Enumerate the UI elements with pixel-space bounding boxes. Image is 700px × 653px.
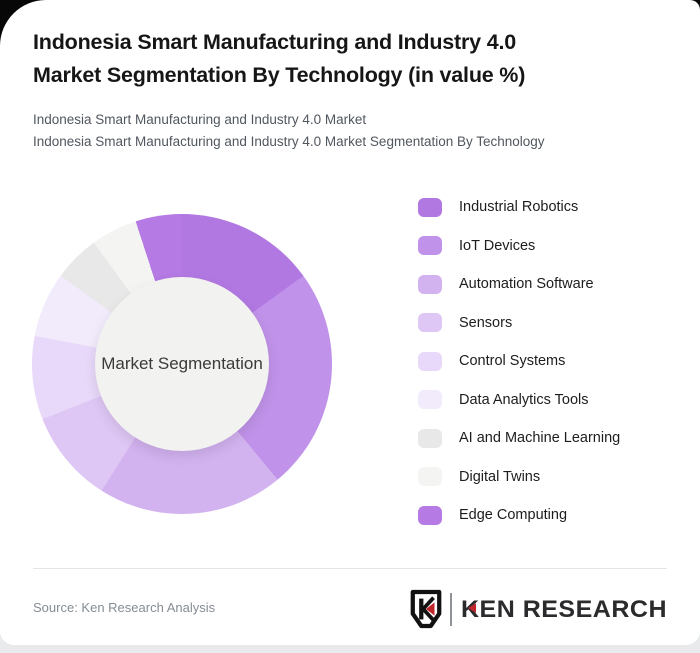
legend-swatch [418,390,442,409]
legend-swatch [418,197,442,217]
ken-research-logo: KEN RESEARCH [409,589,667,629]
legend-swatch [418,313,442,332]
legend-item-label: Edge Computing [459,507,568,523]
legend-item-label: Industrial Robotics [459,199,579,215]
logo-wordmark-text: KEN RESEARCH [460,594,667,623]
legend-swatch [418,236,442,255]
shield-k-icon [410,589,442,629]
legend-item-digital-twins: Digital Twins [418,467,620,487]
legend-item-industrial-robotics: Industrial Robotics [418,197,620,217]
legend-item-iot-devices: IoT Devices [418,236,620,256]
page-title: Indonesia Smart Manufacturing and Indust… [33,26,673,92]
logo-wordmark: KEN RESEARCH [461,595,667,623]
source-note: Source: Ken Research Analysis [33,600,216,615]
legend-item-label: AI and Machine Learning [459,430,621,446]
page-title-line1: Indonesia Smart Manufacturing and Indust… [33,30,516,54]
logo-red-triangle-icon [467,602,476,613]
logo-divider-bar [449,592,452,626]
legend-item-edge-computing: Edge Computing [418,505,620,525]
page-title-line2: Market Segmentation By Technology (in va… [33,63,526,87]
donut-center-label: Market Segmentation [101,354,263,373]
legend-item-label: Automation Software [459,276,594,292]
legend-item-label: Data Analytics Tools [459,391,589,408]
legend-item-label: Digital Twins [459,468,541,485]
page-subtitle: Indonesia Smart Manufacturing and Indust… [33,109,693,152]
page-subtitle-line1: Indonesia Smart Manufacturing and Indust… [33,112,367,127]
legend-item-sensors: Sensors [418,313,620,333]
chart-legend: Industrial Robotics IoT Devices Automation… [418,197,620,544]
page-subtitle-line2: Indonesia Smart Manufacturing and Indust… [33,133,545,149]
legend-item-label: IoT Devices [459,237,536,254]
legend-item-label: Sensors [459,314,513,331]
legend-item-ai-and-machine-learning: AI and Machine Learning [418,428,620,448]
legend-swatch [418,428,442,448]
legend-item-control-systems: Control Systems [418,351,620,371]
legend-item-data-analytics-tools: Data Analytics Tools [418,390,620,410]
legend-swatch [418,505,442,525]
donut-center: Market Segmentation [95,277,269,451]
legend-item-automation-software: Automation Software [418,274,620,294]
legend-item-label: Control Systems [459,353,566,369]
donut-chart: Market Segmentation [32,214,332,514]
legend-swatch [418,274,442,294]
legend-swatch [418,467,442,486]
legend-swatch [418,351,442,371]
footer-divider [33,568,667,569]
